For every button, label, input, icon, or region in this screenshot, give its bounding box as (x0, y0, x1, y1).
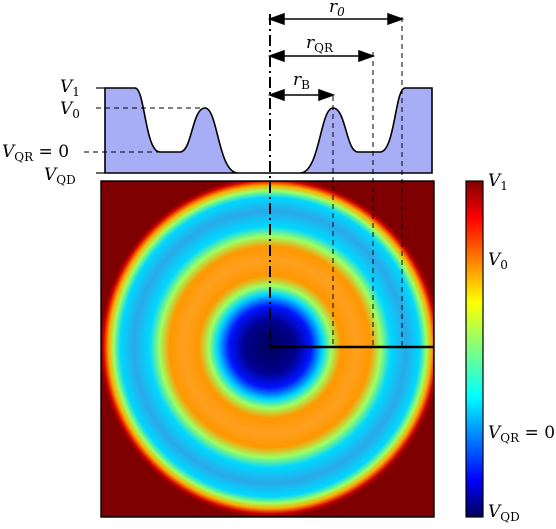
potential-profile-curve (104, 87, 433, 174)
v1-label: V1 (60, 77, 80, 99)
map-border (100, 180, 435, 518)
colorbar (465, 180, 484, 518)
potential-map (101, 181, 434, 517)
v0-label: V0 (60, 99, 80, 121)
rb-label: rB (293, 70, 310, 92)
colorbar-vqr-label: VQR = 0 (488, 423, 555, 445)
colorbar-vqd-label: VQD (488, 502, 520, 524)
vqr-label: VQR = 0 (2, 142, 69, 164)
colorbar-v0-label: V0 (488, 250, 508, 272)
rb-arrow (267, 88, 336, 102)
colorbar-v1-label: V1 (488, 171, 508, 193)
r0-label: r0 (329, 0, 345, 19)
rqr-label: rQR (306, 33, 334, 55)
rqr-arrow (267, 49, 376, 63)
vqd-label: VQD (44, 165, 76, 187)
r0-arrow (267, 12, 405, 26)
